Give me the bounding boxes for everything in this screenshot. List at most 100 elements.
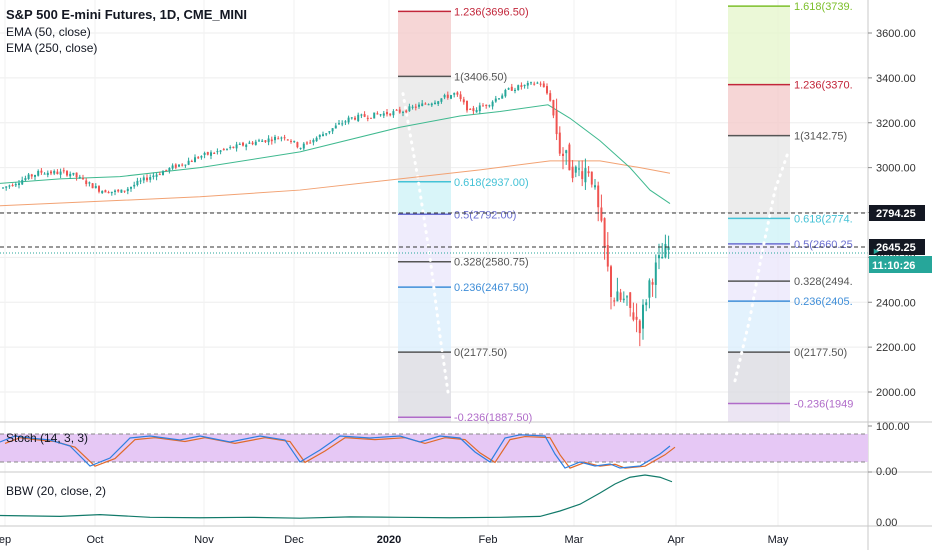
- candle-body: [322, 134, 324, 137]
- candle-body: [312, 139, 315, 143]
- candle-body: [571, 166, 574, 179]
- fib-level-label: 0.5(2660.25: [794, 239, 853, 251]
- badge-timer-marker: ►: [872, 246, 881, 256]
- candle-body: [526, 82, 529, 86]
- candle-body: [75, 172, 78, 178]
- candle-body: [418, 104, 420, 107]
- candle-body: [654, 262, 657, 285]
- candle-body: [178, 164, 180, 167]
- candle-body: [187, 160, 190, 165]
- candle-body: [270, 139, 273, 142]
- candle-body: [504, 89, 507, 97]
- candle-body: [299, 147, 302, 149]
- legend-ema-50[interactable]: EMA (50, close): [6, 25, 91, 39]
- candle-body: [5, 186, 8, 188]
- time-tick-label: Apr: [667, 534, 684, 546]
- candle-body: [594, 185, 596, 188]
- candle-body: [37, 170, 40, 176]
- legend-bbw[interactable]: BBW (20, close, 2): [6, 484, 106, 498]
- candle-body: [91, 183, 94, 189]
- candle-body: [462, 99, 465, 103]
- candle-body: [638, 320, 641, 334]
- candle-body: [354, 117, 356, 120]
- candle-body: [488, 105, 491, 107]
- legend-stoch[interactable]: Stoch (14, 3, 3): [6, 431, 88, 445]
- candle-body: [475, 109, 478, 113]
- candle-body: [498, 98, 500, 100]
- badge-timer: 11:10:26 ►: [869, 246, 932, 273]
- candle-body: [101, 191, 104, 194]
- fib-zone: [398, 352, 451, 418]
- chart-title[interactable]: S&P 500 E-mini Futures, 1D, CME_MINI: [6, 7, 247, 22]
- fib-level-label: 0.328(2580.75): [454, 257, 529, 269]
- candle-body: [456, 92, 459, 95]
- badge-level-b: 2645.25: [869, 239, 925, 255]
- candle-body: [494, 98, 497, 102]
- bbw-tick-0: 0.00: [876, 517, 897, 529]
- candle-body: [43, 173, 46, 175]
- candle-body: [482, 105, 484, 107]
- candle-body: [107, 192, 110, 194]
- candle-body: [283, 137, 286, 139]
- price-tick-label: 3000.00: [876, 163, 916, 175]
- fib-trend-dots: [733, 148, 791, 383]
- fib-level-label: 0.5(2792.00): [454, 209, 516, 221]
- candle-body: [587, 171, 590, 174]
- candle-body: [648, 280, 651, 298]
- candle-body: [274, 136, 276, 141]
- fib-retracement-left[interactable]: 1.236(3696.50) 1(3406.50) 0.618(2937.00) 0.…: [398, 6, 532, 424]
- candle-body: [568, 144, 571, 171]
- candle-body: [558, 132, 561, 154]
- candle-body: [238, 143, 241, 145]
- candle-body: [200, 156, 203, 158]
- candle-body: [453, 93, 456, 95]
- candles: [2, 80, 670, 347]
- legend-ema-250[interactable]: EMA (250, close): [6, 41, 97, 55]
- candle-body: [194, 157, 196, 163]
- candle-body: [373, 112, 376, 119]
- time-axis[interactable]: ep Oct Nov Dec 2020 Feb Mar Apr May: [0, 534, 789, 546]
- candle-body: [536, 82, 539, 84]
- candle-body: [450, 95, 452, 99]
- candle-body: [398, 109, 401, 113]
- candle-body: [392, 111, 395, 116]
- time-tick-label: May: [768, 534, 789, 546]
- time-tick-label: Mar: [565, 534, 584, 546]
- candle-body: [325, 133, 328, 135]
- candle-body: [446, 94, 449, 98]
- candle-body: [430, 103, 433, 106]
- candle-body: [110, 191, 113, 194]
- candle-body: [459, 94, 462, 100]
- fib-zone: [728, 6, 790, 85]
- candle-body: [94, 186, 97, 189]
- candle-body: [466, 100, 468, 111]
- fib-retracement-right[interactable]: 1.618(3739. 1.236(3370. 1(3142.75) 0.618(27…: [728, 1, 853, 422]
- fib-level-label: 0.236(2467.50): [454, 282, 529, 294]
- time-tick-label: Nov: [194, 534, 214, 546]
- candle-body: [184, 164, 187, 166]
- candle-body: [584, 168, 587, 183]
- fib-level-label: 0(2177.50): [794, 347, 847, 359]
- candle-body: [613, 300, 616, 302]
- fib-zone: [398, 287, 451, 353]
- candle-body: [232, 146, 235, 148]
- candle-body: [21, 179, 24, 185]
- candle-body: [334, 125, 337, 129]
- candle-body: [552, 100, 555, 116]
- candle-body: [379, 114, 382, 116]
- candle-body: [574, 166, 577, 173]
- candle-body: [565, 150, 568, 154]
- candle-body: [174, 164, 177, 168]
- candle-body: [469, 108, 472, 110]
- candle-body: [411, 106, 414, 108]
- candle-body: [642, 304, 644, 329]
- candle-body: [533, 83, 536, 85]
- candle-body: [130, 186, 132, 189]
- candle-body: [578, 168, 580, 170]
- candle-body: [229, 147, 232, 149]
- fib-trend-dots: [401, 92, 450, 394]
- candle-body: [277, 138, 280, 140]
- fib-zone: [728, 281, 790, 302]
- candle-body: [142, 177, 145, 181]
